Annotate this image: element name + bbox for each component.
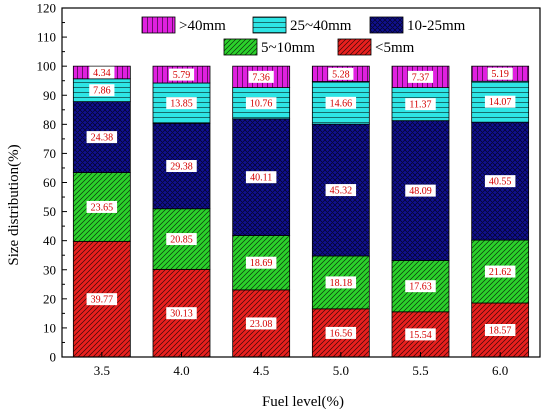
data-label: 13.85 bbox=[170, 99, 193, 110]
y-tick-label: 30 bbox=[43, 262, 56, 277]
data-label: 40.11 bbox=[250, 173, 272, 184]
data-label-background bbox=[484, 323, 516, 336]
data-label-background bbox=[405, 184, 436, 197]
data-label: 17.63 bbox=[409, 282, 432, 293]
data-label: 7.37 bbox=[412, 72, 430, 83]
data-label: 45.32 bbox=[330, 186, 353, 197]
data-label: 30.13 bbox=[170, 309, 193, 320]
legend-swatch bbox=[252, 16, 287, 34]
data-label-background bbox=[245, 97, 277, 110]
data-label-background bbox=[166, 307, 197, 320]
bar-segment-3.5-series-1 bbox=[72, 172, 131, 242]
data-label: 10.76 bbox=[250, 99, 273, 110]
data-label-background bbox=[484, 95, 516, 108]
x-tick-label: 4.0 bbox=[173, 363, 189, 378]
data-label-background bbox=[89, 84, 115, 97]
data-label: 39.77 bbox=[91, 295, 114, 306]
data-label-background bbox=[245, 317, 277, 330]
data-label: 29.38 bbox=[170, 162, 193, 173]
y-tick-label: 80 bbox=[43, 117, 56, 132]
y-tick-label: 120 bbox=[37, 1, 57, 16]
axes-layer: 0 10 20 30 40 50 60 70 80 90 100 110 120 3.5 4.0 4.5 5.0… bbox=[37, 1, 541, 378]
x-tick-label: 4.5 bbox=[253, 363, 269, 378]
x-tick-label: 5.5 bbox=[412, 363, 428, 378]
data-label: 15.54 bbox=[409, 330, 432, 341]
data-label-background bbox=[248, 70, 274, 83]
data-label-background bbox=[325, 184, 357, 197]
y-tick-label: 40 bbox=[43, 233, 56, 248]
legend-label: 10-25mm bbox=[407, 18, 466, 34]
y-tick-label: 90 bbox=[43, 88, 56, 103]
data-label: 40.55 bbox=[489, 177, 512, 188]
plot-frame bbox=[61, 7, 541, 358]
x-tick-label: 6.0 bbox=[492, 363, 508, 378]
y-tick-label: 60 bbox=[43, 175, 56, 190]
y-tick-label: 100 bbox=[37, 59, 57, 74]
legend-swatch bbox=[369, 16, 404, 34]
data-label-background bbox=[86, 293, 118, 306]
data-label-background bbox=[405, 98, 436, 111]
data-label: 7.86 bbox=[93, 86, 111, 97]
data-label-background bbox=[405, 280, 436, 293]
data-label-background bbox=[89, 66, 115, 79]
data-label-background bbox=[86, 131, 118, 144]
data-label-background bbox=[245, 256, 277, 269]
data-label: 23.08 bbox=[250, 319, 273, 330]
legend-label: 5~10mm bbox=[261, 40, 315, 56]
data-label: 5.19 bbox=[491, 69, 509, 80]
legend-label: 25~40mm bbox=[290, 18, 352, 34]
data-label: 14.07 bbox=[489, 97, 512, 108]
y-tick-label: 0 bbox=[50, 350, 57, 365]
legend-swatch bbox=[141, 16, 176, 34]
data-label-background bbox=[166, 160, 197, 173]
legend-swatch bbox=[337, 38, 372, 56]
legend: >40mm 25~40mm 10-25mm 5~10mm <5mm bbox=[141, 16, 466, 56]
data-label: 18.57 bbox=[489, 325, 512, 336]
y-tick-label: 10 bbox=[43, 320, 56, 335]
bars-layer: 39.77 23.65 24.38 7.86 4.34 30.13 20.85 29.38 13… bbox=[72, 65, 530, 358]
data-label-background bbox=[166, 233, 197, 246]
x-axis-title: Fuel level(%) bbox=[262, 394, 344, 410]
data-label: 5.79 bbox=[173, 70, 191, 81]
data-label-background bbox=[166, 97, 197, 110]
data-label: 4.34 bbox=[93, 68, 111, 79]
legend-swatch bbox=[223, 38, 258, 56]
y-axis-title: Size distribution(%) bbox=[6, 144, 22, 265]
data-label: 16.56 bbox=[330, 328, 353, 339]
data-label: 21.62 bbox=[489, 267, 512, 278]
data-label: 11.37 bbox=[409, 100, 431, 111]
data-label: 23.65 bbox=[91, 202, 114, 213]
data-label-background bbox=[86, 200, 118, 213]
data-label-background bbox=[484, 265, 516, 278]
data-label: 5.28 bbox=[332, 69, 350, 80]
legend-label: >40mm bbox=[179, 18, 226, 34]
data-label: 18.18 bbox=[330, 278, 353, 289]
data-label: 48.09 bbox=[409, 186, 432, 197]
x-tick-label: 3.5 bbox=[94, 363, 110, 378]
data-label: 24.38 bbox=[91, 133, 114, 144]
data-label-background bbox=[328, 67, 354, 80]
data-label-background bbox=[487, 67, 513, 80]
data-label: 20.85 bbox=[170, 235, 193, 246]
legend-label: <5mm bbox=[375, 40, 415, 56]
y-tick-label: 20 bbox=[43, 291, 56, 306]
data-label-background bbox=[407, 70, 434, 83]
data-label: 7.36 bbox=[252, 72, 270, 83]
y-tick-label: 70 bbox=[43, 146, 56, 161]
data-label-background bbox=[405, 328, 436, 341]
data-label-background bbox=[325, 326, 357, 339]
data-label: 18.69 bbox=[250, 258, 273, 269]
data-label-background bbox=[168, 68, 195, 81]
y-tick-label: 110 bbox=[37, 30, 56, 45]
data-label-background bbox=[484, 175, 516, 188]
data-label-background bbox=[325, 276, 357, 289]
data-label-background bbox=[245, 171, 277, 184]
data-label: 14.66 bbox=[330, 98, 353, 109]
data-label-background bbox=[325, 96, 357, 109]
x-tick-label: 5.0 bbox=[333, 363, 349, 378]
bar-segment-6.0-series-2 bbox=[471, 121, 530, 241]
y-tick-label: 50 bbox=[43, 204, 56, 219]
